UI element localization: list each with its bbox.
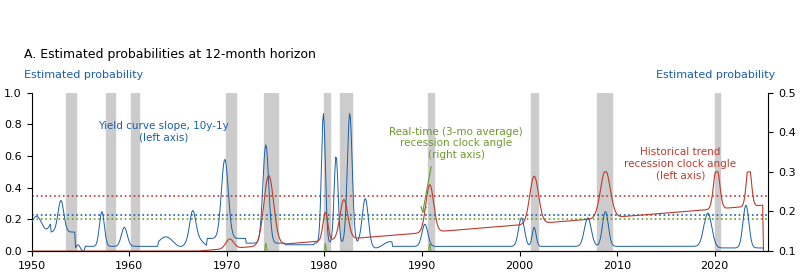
Bar — [264, 92, 278, 251]
Bar — [66, 92, 75, 251]
Bar — [131, 92, 139, 251]
Bar — [106, 92, 114, 251]
Bar — [428, 92, 434, 251]
Text: Historical trend
recession clock angle
(left axis): Historical trend recession clock angle (… — [625, 147, 737, 180]
Bar — [324, 92, 330, 251]
Text: Estimated probability: Estimated probability — [657, 70, 776, 80]
Bar — [531, 92, 538, 251]
Text: Real-time (3-mo average)
recession clock angle
(right axis): Real-time (3-mo average) recession clock… — [390, 127, 523, 160]
Text: Estimated probability: Estimated probability — [24, 70, 143, 80]
Text: A. Estimated probabilities at 12-month horizon: A. Estimated probabilities at 12-month h… — [24, 48, 316, 61]
Bar — [340, 92, 352, 251]
Bar — [226, 92, 235, 251]
Bar — [597, 92, 612, 251]
Bar — [714, 92, 719, 251]
Text: Yield curve slope, 10y-1y
(left axis): Yield curve slope, 10y-1y (left axis) — [98, 121, 229, 143]
